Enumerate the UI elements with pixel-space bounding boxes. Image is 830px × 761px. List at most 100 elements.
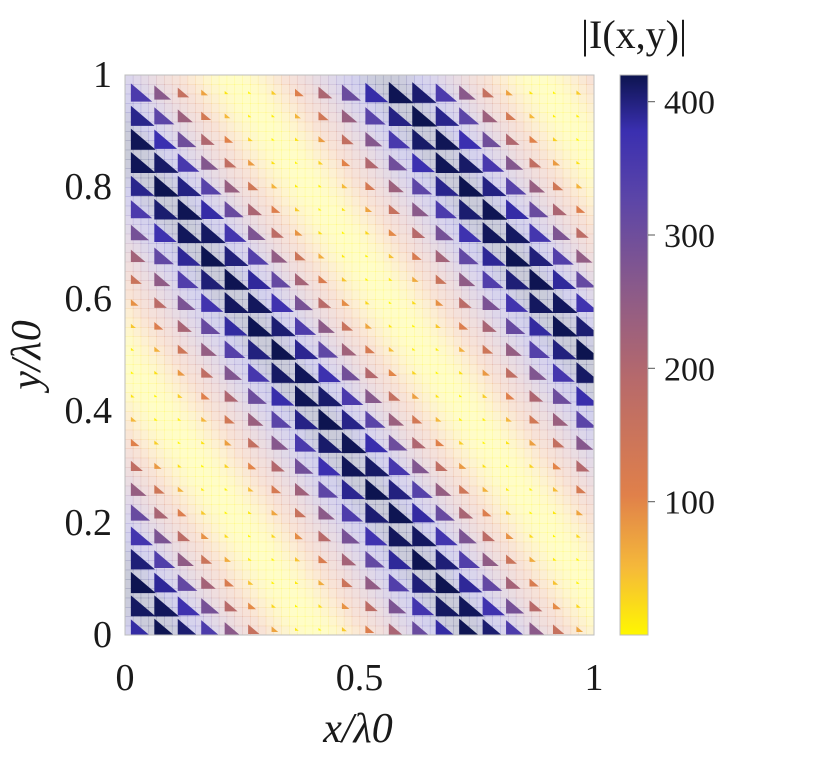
background-cell [289,569,298,580]
background-cell [125,308,134,319]
field-arrow [576,435,594,450]
background-cell [367,149,376,160]
background-cell [351,140,361,151]
background-cell [492,159,501,169]
background-cell [468,429,478,440]
background-cell [468,112,478,123]
background-cell [164,429,173,440]
background-cell [531,289,540,300]
background-cell [320,93,329,104]
background-cell [468,224,478,235]
background-cell [281,261,290,272]
background-cell [304,271,314,281]
field-arrow [201,416,207,422]
field-arrow [201,177,222,195]
background-cell [242,308,251,319]
background-cell [218,392,228,403]
background-cell [445,616,454,627]
background-cell [523,103,533,113]
field-arrow [576,603,581,608]
background-cell [476,252,486,263]
background-cell [148,149,157,160]
background-cell [273,625,282,635]
background-cell [398,299,407,309]
background-cell [156,149,165,160]
background-cell [218,149,228,160]
background-cell [234,112,243,123]
background-cell [414,541,423,552]
background-cell [492,196,501,207]
background-cell [164,495,173,505]
background-cell [508,84,517,95]
background-cell [218,131,228,141]
background-cell [382,429,392,440]
field-arrow [576,249,593,263]
background-cell [453,252,462,263]
background-cell [429,299,439,309]
background-cell [164,121,173,132]
background-cell [500,149,509,160]
background-cell [156,495,165,505]
background-cell [179,467,189,477]
background-cell [547,392,556,403]
field-arrow [248,338,273,360]
background-cell [453,420,462,431]
background-cell [515,131,525,141]
background-cell [242,93,251,104]
background-cell [296,457,306,468]
field-arrow [412,105,438,127]
background-cell [570,420,579,431]
background-cell [265,476,275,487]
field-arrow [154,440,160,445]
background-cell [289,495,298,505]
background-cell [406,196,415,207]
background-cell [375,177,384,188]
background-cell [382,513,392,524]
background-cell [515,504,525,515]
background-cell [242,168,251,179]
background-cell [398,215,407,225]
background-cell [492,177,501,188]
background-cell [312,476,322,487]
background-cell [484,541,493,552]
background-cell [375,616,384,627]
field-arrow [224,511,228,514]
background-cell [375,541,384,552]
background-cell [492,392,501,403]
background-cell [289,317,298,328]
background-cell [531,215,540,225]
background-cell [367,429,376,440]
background-cell [242,420,251,431]
background-cell [242,121,251,132]
background-cell [578,448,587,459]
field-arrow [201,317,221,335]
field-arrow [552,181,564,191]
background-cell [531,467,540,477]
field-arrow [412,347,416,351]
background-cell [343,121,353,132]
background-cell [250,224,259,235]
background-cell [343,103,353,113]
field-arrow [130,482,147,496]
background-cell [445,467,454,477]
background-cell [422,252,431,263]
background-cell [547,476,556,487]
background-cell [390,168,400,179]
background-cell [140,476,150,487]
background-cell [367,177,376,188]
field-arrow [506,532,514,540]
background-cell [187,439,196,449]
field-arrow [154,152,179,173]
background-cell [375,569,384,580]
background-cell [336,243,345,253]
background-cell [562,457,572,468]
background-cell [320,317,329,328]
background-cell [390,355,400,365]
background-cell [257,243,267,253]
field-arrow [224,463,230,468]
background-cell [422,233,431,244]
background-cell [523,616,533,627]
background-cell [187,392,196,403]
background-cell [304,579,314,589]
background-cell [570,233,579,244]
